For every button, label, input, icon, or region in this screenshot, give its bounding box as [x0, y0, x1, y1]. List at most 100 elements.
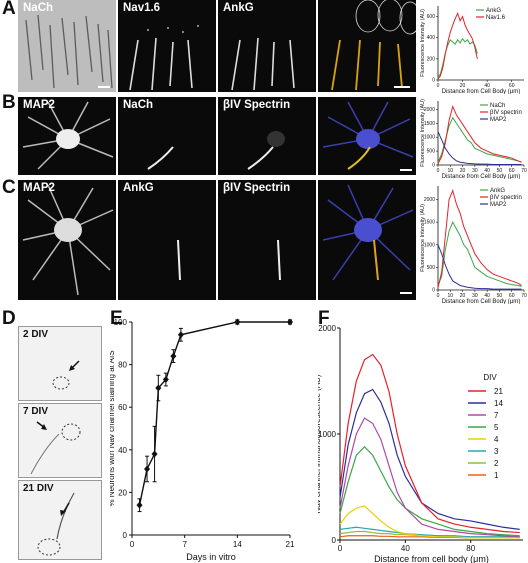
micrograph-a-merge	[318, 0, 416, 92]
x-tick-label: 10	[448, 168, 454, 174]
series-line-map2	[437, 131, 522, 165]
merge-overlay	[322, 101, 414, 171]
image-label: 2 DIV	[23, 329, 49, 340]
y-tick-label: 1500	[424, 220, 435, 226]
x-tick-label: 40	[484, 168, 490, 174]
micrograph-c-ankg: AnkG	[118, 180, 216, 300]
image-label: MAP2	[23, 99, 55, 111]
image-label: NaCh	[123, 99, 154, 111]
image-label: NaCh	[23, 2, 54, 14]
y-tick-label: 1000	[424, 242, 435, 248]
image-label: 7 DIV	[23, 406, 49, 417]
y-tick-label: 60	[118, 403, 127, 412]
legend-label: Nav1.6	[486, 15, 506, 21]
series-line-div-5	[339, 445, 520, 537]
legend-label: 2	[494, 459, 499, 468]
series-line-nach	[437, 116, 522, 163]
y-axis-label: % Neurons with Nav channel staining at A…	[110, 350, 116, 506]
legend-label: βIV spectrin	[490, 110, 522, 116]
legend-label: AnkG	[486, 8, 501, 14]
image-label: Nav1.6	[123, 2, 161, 14]
data-point	[177, 331, 184, 339]
merge-overlay	[331, 0, 416, 91]
panel-letter-a: A	[2, 0, 16, 19]
micrograph-c-merge	[318, 180, 416, 300]
neuron-staining	[22, 101, 114, 170]
y-tick-label: 40	[118, 446, 127, 455]
image-label: βIV Spectrin	[223, 99, 291, 111]
data-point	[144, 465, 151, 473]
y-axis-label: Fluorescence Intensity (AU)	[420, 204, 426, 272]
neuron-sketch	[30, 421, 81, 475]
y-tick-label: 1500	[424, 121, 435, 127]
panel-letter-c: C	[2, 177, 16, 198]
neuron-sketch	[52, 360, 80, 390]
x-axis-label: Distance from Cell Body (μm)	[442, 89, 520, 94]
legend-label: 1	[494, 471, 499, 480]
series-line-div-7	[339, 417, 520, 538]
data-point	[136, 501, 143, 509]
image-label: AnkG	[223, 2, 254, 14]
x-tick-label: 0	[437, 293, 440, 299]
x-tick-label: 50	[497, 168, 503, 174]
legend-label: 3	[494, 447, 499, 456]
axon-staining	[129, 25, 199, 91]
y-axis-label: Nav channel immunofluorescence (AU)	[318, 374, 322, 514]
x-tick-label: 0	[437, 168, 440, 174]
x-tick-label: 0	[130, 540, 135, 549]
y-tick-label: 500	[427, 149, 436, 155]
data-point	[162, 376, 169, 384]
data-point	[170, 352, 177, 360]
micrograph-c-spectrin: βIV Spectrin	[218, 180, 316, 300]
micrograph-c-map2: MAP2	[18, 180, 116, 300]
legend-label: 21	[494, 387, 503, 396]
x-tick-label: 40	[484, 83, 490, 89]
legend-label: βIV spectrin	[490, 195, 522, 201]
y-tick-label: 0	[432, 288, 435, 294]
x-tick-label: 10	[448, 293, 454, 299]
legend-title: DIV	[483, 373, 497, 382]
y-tick-label: 100	[114, 318, 128, 327]
x-tick-label: 20	[460, 168, 466, 174]
ais-staining	[147, 146, 174, 170]
data-point	[234, 318, 241, 326]
merge-overlay	[322, 184, 414, 294]
x-tick-label: 40	[484, 293, 490, 299]
x-tick-label: 21	[286, 540, 295, 549]
legend-label: MAP2	[490, 117, 507, 123]
legend-label: 7	[494, 411, 499, 420]
x-tick-label: 40	[401, 544, 410, 553]
x-tick-label: 60	[509, 168, 515, 174]
series-line	[138, 321, 290, 506]
y-tick-label: 20	[118, 488, 127, 497]
y-tick-label: 0	[123, 531, 128, 540]
x-tick-label: 0	[437, 83, 440, 89]
x-axis-label: Distance from Cell Body (μm)	[442, 299, 520, 304]
micrograph-b-spectrin: βIV Spectrin	[218, 97, 316, 175]
series-line-nav1.6	[437, 12, 478, 80]
tissue-texture	[18, 0, 116, 92]
micrograph-b-merge	[318, 97, 416, 175]
image-label: MAP2	[23, 182, 55, 194]
x-tick-label: 20	[460, 293, 466, 299]
x-tick-label: 70	[521, 168, 527, 174]
micrograph-a-nav16: Nav1.6	[118, 0, 216, 92]
panel-letter-d: D	[2, 308, 16, 329]
y-tick-label: 2000	[424, 197, 435, 203]
y-tick-label: 600	[427, 14, 436, 20]
div-image-21: 21 DIV	[18, 480, 102, 560]
x-tick-label: 50	[497, 293, 503, 299]
chart-f-nav-immunofluorescence: 0 40 80 0 1000 2000 Distance from cell body (μ…	[318, 324, 523, 563]
legend-label: AnkG	[490, 188, 505, 194]
data-point	[287, 318, 293, 326]
series-line-ankg	[437, 37, 478, 79]
y-tick-label: 1000	[424, 135, 435, 141]
image-label: 21 DIV	[23, 483, 54, 494]
legend-label: 5	[494, 423, 499, 432]
y-tick-label: 400	[427, 35, 436, 41]
ais-staining	[277, 239, 281, 281]
x-axis-label: Days in vitro	[186, 552, 236, 562]
x-axis-label: Distance from cell body (μm)	[374, 554, 489, 563]
panel-letter-b: B	[2, 92, 16, 113]
